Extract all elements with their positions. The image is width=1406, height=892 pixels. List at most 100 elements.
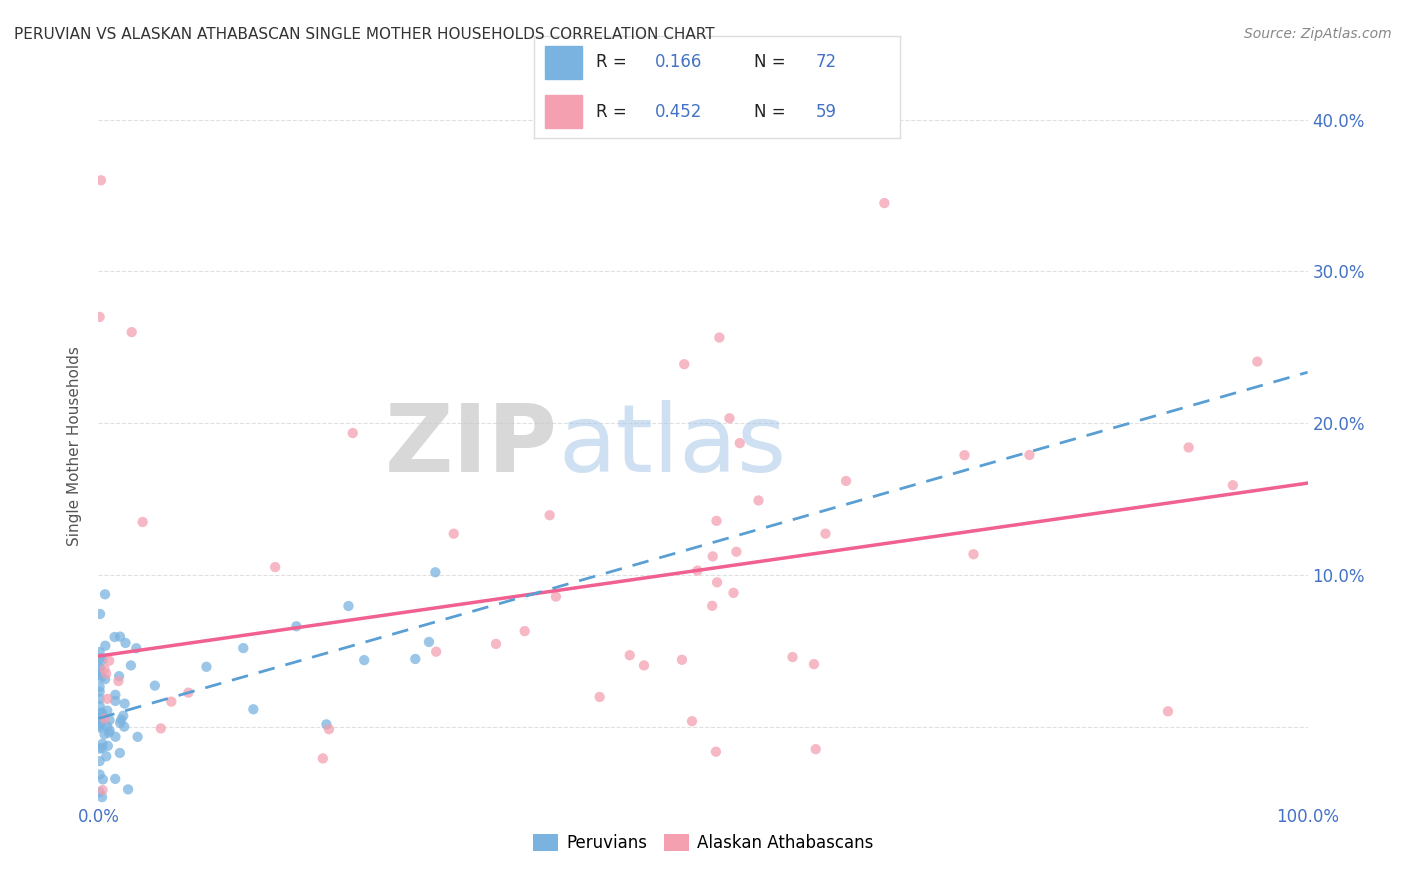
Point bbox=[723, 586, 745, 600]
Point bbox=[318, 722, 340, 736]
Point bbox=[315, 717, 337, 731]
Point bbox=[1222, 478, 1244, 492]
Point bbox=[232, 641, 254, 656]
Point bbox=[425, 645, 447, 659]
Point bbox=[804, 742, 827, 756]
Point bbox=[782, 650, 804, 665]
Point bbox=[89, 645, 111, 659]
Point bbox=[702, 549, 724, 564]
Text: Source: ZipAtlas.com: Source: ZipAtlas.com bbox=[1244, 27, 1392, 41]
Point bbox=[706, 514, 728, 528]
Point bbox=[1246, 354, 1268, 368]
Point bbox=[112, 708, 135, 723]
Point bbox=[89, 684, 111, 698]
Point bbox=[160, 695, 183, 709]
Point bbox=[873, 196, 896, 211]
Point bbox=[112, 720, 135, 734]
Point bbox=[107, 674, 129, 689]
Point bbox=[114, 636, 136, 650]
Point bbox=[89, 767, 111, 781]
Point bbox=[104, 694, 127, 708]
Point bbox=[544, 590, 567, 604]
Text: R =: R = bbox=[596, 54, 633, 71]
Point bbox=[242, 702, 264, 716]
Point bbox=[93, 804, 115, 818]
Point bbox=[89, 666, 111, 681]
Point bbox=[90, 706, 112, 720]
Text: N =: N = bbox=[754, 103, 790, 120]
Point bbox=[125, 641, 148, 656]
Point bbox=[538, 508, 561, 523]
Point bbox=[91, 790, 114, 805]
Point bbox=[90, 706, 112, 720]
Point bbox=[96, 719, 118, 733]
Point bbox=[114, 697, 136, 711]
Point bbox=[96, 749, 118, 764]
Point bbox=[89, 651, 111, 665]
Point bbox=[337, 599, 360, 613]
Point bbox=[264, 560, 287, 574]
Point bbox=[353, 653, 375, 667]
Point bbox=[404, 652, 426, 666]
Point bbox=[91, 737, 114, 751]
Point bbox=[91, 772, 114, 787]
Point bbox=[103, 630, 125, 644]
Point bbox=[149, 722, 172, 736]
Point bbox=[89, 668, 111, 682]
Point bbox=[718, 411, 741, 425]
Point bbox=[89, 719, 111, 733]
Bar bbox=[546, 95, 582, 128]
Point bbox=[725, 545, 748, 559]
Point bbox=[94, 639, 117, 653]
Point bbox=[93, 712, 115, 726]
Point bbox=[89, 661, 111, 675]
Point bbox=[212, 876, 235, 890]
Point bbox=[702, 599, 724, 613]
Point bbox=[98, 654, 121, 668]
Point bbox=[706, 575, 728, 590]
Text: ZIP: ZIP bbox=[385, 400, 558, 492]
Point bbox=[120, 658, 142, 673]
Point bbox=[97, 815, 120, 830]
Point bbox=[94, 816, 117, 830]
Point bbox=[1018, 448, 1040, 462]
Point bbox=[121, 325, 143, 339]
Point bbox=[1157, 704, 1180, 718]
Point bbox=[127, 730, 149, 744]
Point bbox=[1177, 441, 1199, 455]
Point bbox=[89, 310, 111, 324]
Point bbox=[342, 425, 364, 440]
Text: 59: 59 bbox=[815, 103, 837, 120]
Point bbox=[89, 826, 111, 840]
Text: N =: N = bbox=[754, 54, 790, 71]
Point bbox=[633, 658, 655, 673]
Point bbox=[108, 669, 131, 683]
Point bbox=[104, 730, 127, 744]
Point bbox=[588, 690, 610, 704]
Point bbox=[89, 698, 111, 713]
Point bbox=[90, 670, 112, 684]
Text: 72: 72 bbox=[815, 54, 837, 71]
Point bbox=[91, 653, 114, 667]
Text: atlas: atlas bbox=[558, 400, 786, 492]
Point bbox=[673, 357, 696, 371]
Point bbox=[89, 607, 111, 621]
Point bbox=[177, 686, 200, 700]
Point bbox=[787, 834, 810, 848]
Point bbox=[89, 741, 111, 756]
Point bbox=[814, 526, 837, 541]
Point bbox=[747, 493, 769, 508]
Point bbox=[96, 666, 118, 681]
Point bbox=[96, 704, 118, 718]
Y-axis label: Single Mother Households: Single Mother Households bbox=[67, 346, 83, 546]
Point bbox=[98, 713, 121, 727]
Point bbox=[91, 740, 114, 755]
Point bbox=[443, 526, 465, 541]
Point bbox=[89, 721, 111, 735]
Point bbox=[104, 772, 127, 786]
Point bbox=[89, 662, 111, 676]
Point bbox=[803, 657, 825, 672]
Point bbox=[195, 660, 218, 674]
Point bbox=[94, 672, 117, 686]
Point bbox=[90, 714, 112, 729]
